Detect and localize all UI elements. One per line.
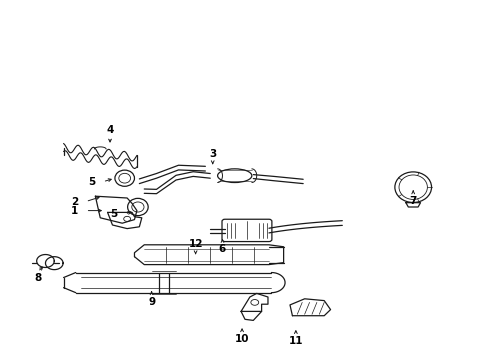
- Text: 5: 5: [110, 209, 117, 219]
- Text: 2: 2: [71, 197, 78, 207]
- Text: 1: 1: [71, 206, 78, 216]
- Text: 10: 10: [234, 334, 249, 345]
- Text: 9: 9: [148, 297, 155, 307]
- Text: 12: 12: [188, 239, 203, 249]
- Text: 7: 7: [408, 196, 416, 206]
- Text: 5: 5: [88, 177, 95, 187]
- Text: 11: 11: [288, 336, 303, 346]
- Text: 4: 4: [106, 125, 114, 135]
- Text: 6: 6: [219, 244, 225, 255]
- Text: 3: 3: [209, 149, 216, 159]
- Text: 8: 8: [34, 273, 41, 283]
